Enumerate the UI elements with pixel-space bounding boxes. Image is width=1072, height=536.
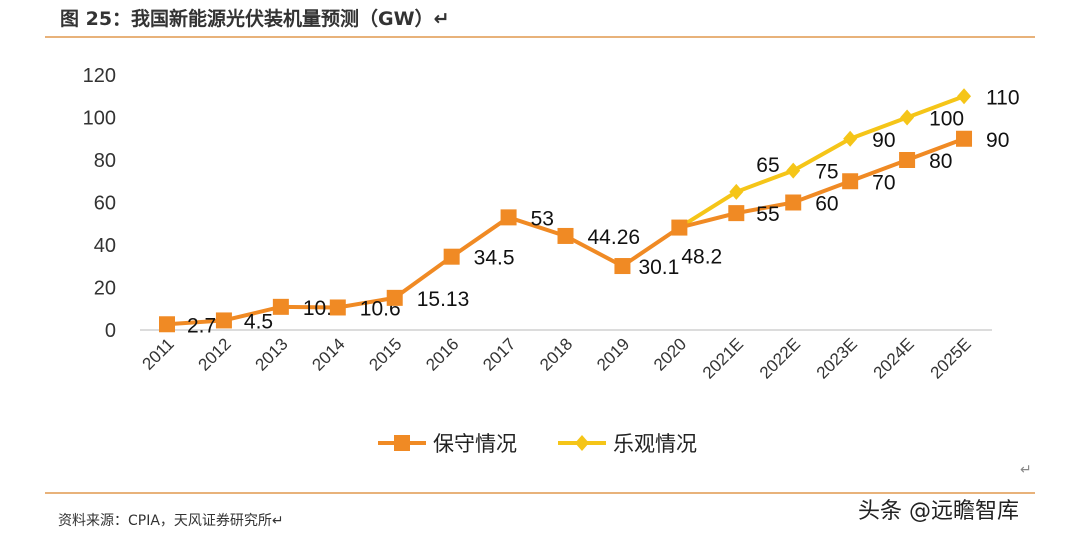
legend-marker [394, 435, 410, 451]
y-tick-label: 100 [83, 108, 116, 130]
data-label: 44.26 [588, 226, 641, 249]
x-tick-label: 2025E [927, 334, 975, 382]
data-point-marker [671, 219, 688, 236]
y-tick-label: 40 [94, 235, 116, 257]
data-label: 90 [872, 129, 895, 152]
data-label: 15.13 [417, 288, 470, 311]
data-point-marker [956, 130, 973, 147]
x-tick-label: 2016 [422, 334, 462, 374]
data-point-marker [557, 227, 574, 244]
x-tick-label: 2017 [479, 334, 519, 374]
x-tick-label: 2020 [650, 334, 690, 374]
x-tick-label: 2023E [813, 334, 861, 382]
title-divider [45, 36, 1035, 38]
x-tick-label: 2012 [195, 334, 235, 374]
data-point-marker [215, 312, 232, 329]
data-point-marker [729, 183, 744, 200]
data-point-marker [329, 299, 346, 316]
data-label: 53 [531, 207, 554, 230]
data-point-marker [272, 298, 289, 315]
data-point-marker [899, 152, 916, 168]
footer-divider [45, 492, 1035, 494]
data-point-marker [386, 289, 403, 306]
data-point-marker [786, 162, 801, 179]
y-tick-label: 80 [94, 150, 116, 172]
data-point-marker [159, 316, 175, 333]
data-label: 75 [815, 161, 838, 184]
x-tick-label: 2018 [536, 334, 576, 374]
x-tick-label: 2013 [252, 334, 292, 374]
data-label: 70 [872, 171, 895, 194]
data-label: 110 [986, 86, 1019, 109]
y-tick-label: 120 [83, 65, 116, 87]
series-line-optimistic [678, 94, 965, 230]
x-tick-label: 2015 [365, 334, 405, 374]
data-point-marker [728, 205, 745, 222]
data-label: 100 [929, 108, 964, 131]
source-note: 资料来源：CPIA，天风证券研究所↵ [58, 513, 284, 529]
legend-label: 乐观情况 [613, 432, 697, 456]
watermark: 头条 @远瞻智库 [858, 499, 1019, 524]
x-tick-label: 2011 [139, 334, 178, 373]
legend-marker [575, 435, 589, 451]
data-label: 30.1 [638, 256, 679, 279]
data-point-marker [957, 88, 972, 105]
data-label: 65 [756, 154, 779, 177]
data-point-marker [500, 209, 517, 226]
chart-title: 图 25：我国新能源光伏装机量预测（GW）↵ [60, 8, 450, 30]
data-label: 60 [815, 193, 838, 216]
data-label: 48.2 [681, 246, 722, 269]
data-label: 34.5 [474, 247, 515, 270]
y-tick-label: 60 [94, 193, 116, 215]
data-label: 90 [986, 129, 1009, 152]
data-point-marker [614, 258, 631, 275]
x-tick-label: 2019 [593, 334, 633, 374]
data-point-marker [785, 194, 802, 211]
x-tick-label: 2022E [756, 334, 804, 382]
x-tick-label: 2021E [699, 334, 747, 382]
data-label: 80 [929, 150, 952, 173]
data-label: 2.7 [187, 314, 216, 337]
data-point-marker [843, 130, 858, 147]
data-point-marker [900, 109, 915, 126]
return-mark: ↵ [1020, 462, 1032, 478]
data-label: 55 [756, 203, 779, 226]
legend-label: 保守情况 [433, 432, 517, 456]
x-tick-label: 2014 [308, 334, 348, 374]
data-label: 4.5 [244, 310, 273, 333]
y-tick-label: 0 [105, 320, 116, 342]
y-tick-label: 20 [94, 278, 116, 300]
x-tick-label: 2024E [870, 334, 918, 382]
data-point-marker [443, 248, 460, 265]
data-point-marker [842, 173, 859, 190]
